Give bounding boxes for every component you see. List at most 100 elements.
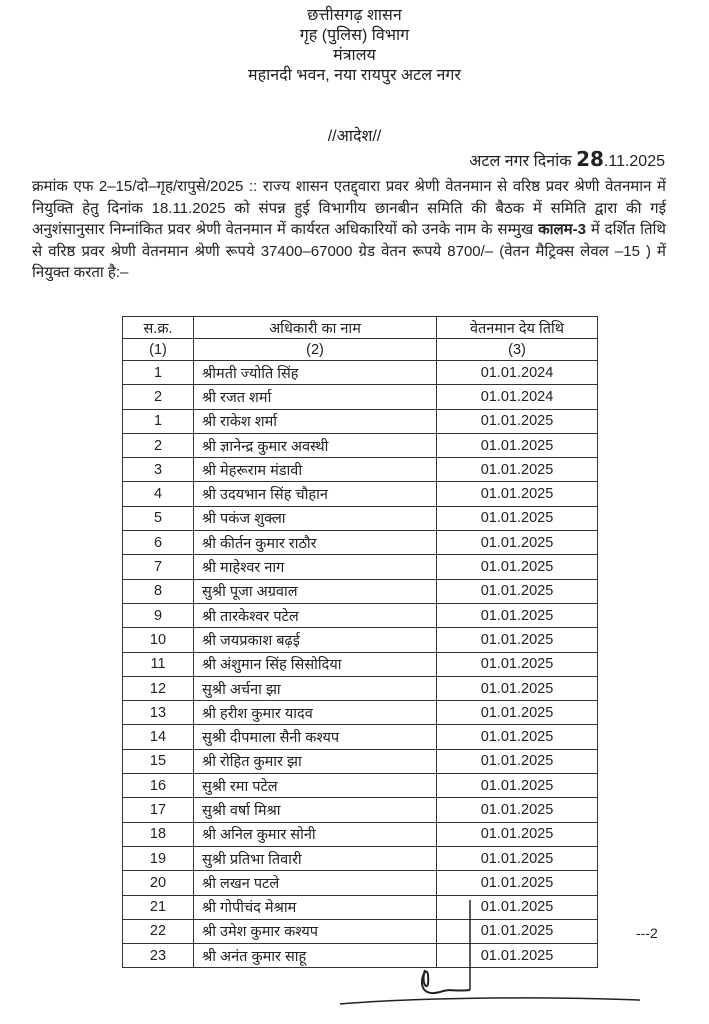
officer-name-cell: श्री जयप्रकाश बढ़ई	[193, 627, 437, 653]
table-row: 18 श्री अनिल कुमार सोनी 01.01.2025	[122, 821, 598, 847]
officer-name-cell: श्री गोपीचंद मेश्राम	[193, 894, 437, 920]
officer-name-cell: श्री पकंज शुक्ला	[193, 505, 437, 532]
date-prefix: अटल नगर दिनांक	[469, 153, 572, 170]
table-row: 15 श्री रोहित कुमार झा 01.01.2025	[122, 748, 598, 775]
pay-date-cell: 01.01.2025	[436, 870, 598, 896]
pay-date-cell: 01.01.2025	[436, 797, 598, 823]
pay-date-cell: 01.01.2025	[436, 554, 598, 580]
table-row: 14 सुश्री दीपमाला सैनी कश्यप 01.01.2025	[122, 724, 598, 750]
table-subheader-row: (1) (2) (3)	[122, 338, 598, 361]
subheader-1: (1)	[122, 338, 194, 361]
table-row: 13 श्री हरीश कुमार यादव 01.01.2025	[122, 700, 598, 726]
serial-number-cell: 1	[122, 359, 194, 386]
pay-date-cell: 01.01.2025	[436, 773, 598, 799]
pay-date-cell: 01.01.2025	[436, 845, 598, 872]
paragraph-text-end: में दर्शित तिथि से वरिष्ठ प्रवर श्रेणी व…	[32, 221, 666, 282]
serial-number-cell: 15	[122, 748, 194, 775]
officer-name-cell: श्री हरीश कुमार यादव	[193, 700, 437, 726]
table-row: 19 सुश्री प्रतिभा तिवारी 01.01.2025	[122, 845, 598, 872]
pay-date-cell: 01.01.2025	[436, 530, 598, 556]
officer-name-cell: श्री रजत शर्मा	[193, 384, 437, 410]
table-row: 16 सुश्री रमा पटेल 01.01.2025	[122, 773, 598, 799]
table-row: 20 श्री लखन पटले 01.01.2025	[122, 870, 598, 896]
pay-date-cell: 01.01.2025	[436, 505, 598, 532]
officer-name-cell: श्री अनंत कुमार साहू	[193, 943, 437, 969]
serial-number-cell: 19	[122, 845, 194, 872]
officer-name-cell: सुश्री प्रतिभा तिवारी	[193, 845, 437, 872]
table-row: 17 सुश्री वर्षा मिश्रा 01.01.2025	[122, 797, 598, 823]
table-row: 9 श्री तारकेश्वर पटेल 01.01.2025	[122, 602, 598, 629]
address: महानदी भवन, नया रायपुर अटल नगर	[248, 67, 461, 84]
serial-number-cell: 18	[122, 821, 194, 847]
table-row: 2 श्री रजत शर्मा 01.01.2024	[122, 384, 598, 410]
order-title: //आदेश//	[327, 128, 382, 145]
officer-name-cell: श्री अनिल कुमार सोनी	[193, 821, 437, 847]
officer-name-cell: सुश्री रमा पटेल	[193, 773, 437, 799]
table-row: 23 श्री अनंत कुमार साहू 01.01.2025	[122, 943, 598, 969]
serial-number-cell: 23	[122, 943, 194, 969]
table-row: 12 सुश्री अर्चना झा 01.01.2025	[122, 675, 598, 702]
table-row: 5 श्री पकंज शुक्ला 01.01.2025	[122, 505, 598, 532]
pay-date-cell: 01.01.2025	[436, 700, 598, 726]
table-row: 10 श्री जयप्रकाश बढ़ई 01.01.2025	[122, 627, 598, 653]
subheader-3: (3)	[436, 338, 598, 361]
pay-date-cell: 01.01.2025	[436, 457, 598, 483]
officer-name-cell: श्री तारकेश्वर पटेल	[193, 602, 437, 629]
officer-name-cell: श्री माहेश्वर नाग	[193, 554, 437, 580]
table-row: 8 सुश्री पूजा अग्रवाल 01.01.2025	[122, 578, 598, 604]
pay-date-cell: 01.01.2025	[436, 651, 598, 677]
pay-date-cell: 01.01.2025	[436, 408, 598, 434]
pay-date-cell: 01.01.2024	[436, 359, 598, 386]
letterhead: छत्तीसगढ़ शासन गृह (पुलिस) विभाग मंत्राल…	[0, 6, 709, 86]
table-row: 4 श्री उदयभान सिंह चौहान 01.01.2025	[122, 481, 598, 507]
serial-number-cell: 9	[122, 602, 194, 629]
serial-number-cell: 22	[122, 918, 194, 945]
pay-date-cell: 01.01.2025	[436, 821, 598, 847]
officer-name-cell: श्री राकेश शर्मा	[193, 408, 437, 434]
page-continuation: ---2	[636, 925, 658, 941]
serial-number-cell: 21	[122, 894, 194, 920]
table-row: 11 श्री अंशुमान सिंह सिसोदिया 01.01.2025	[122, 651, 598, 677]
serial-number-cell: 1	[122, 408, 194, 434]
table-row: 1 श्री राकेश शर्मा 01.01.2025	[122, 408, 598, 434]
officer-name-cell: श्री ज्ञानेन्द्र कुमार अवस्थी	[193, 432, 437, 459]
ministry-name: मंत्रालय	[333, 47, 376, 64]
department-name: गृह (पुलिस) विभाग	[299, 27, 410, 44]
table-row: 7 श्री माहेश्वर नाग 01.01.2025	[122, 554, 598, 580]
officer-name-cell: श्रीमती ज्योति सिंह	[193, 359, 437, 386]
officer-name-cell: श्री रोहित कुमार झा	[193, 748, 437, 775]
officer-name-cell: सुश्री पूजा अग्रवाल	[193, 578, 437, 604]
paragraph-text: क्रमांक एफ 2–15/दो–गृह/रापुसे/2025 :: रा…	[32, 178, 666, 239]
pay-date-cell: 01.01.2025	[436, 602, 598, 629]
serial-number-cell: 2	[122, 384, 194, 410]
pay-date-cell: 01.01.2025	[436, 675, 598, 702]
serial-number-cell: 12	[122, 675, 194, 702]
officer-name-cell: श्री कीर्तन कुमार राठौर	[193, 530, 437, 556]
date-rest: .11.2025	[603, 153, 665, 170]
date-line: अटल नगर दिनांक 28.11.2025	[469, 147, 665, 171]
serial-number-cell: 3	[122, 457, 194, 483]
officer-name-cell: श्री अंशुमान सिंह सिसोदिया	[193, 651, 437, 677]
order-paragraph: क्रमांक एफ 2–15/दो–गृह/रापुसे/2025 :: रा…	[32, 176, 666, 284]
table-header-row: स.क्र. अधिकारी का नाम वेतनमान देय तिथि	[122, 316, 598, 339]
officer-name-cell: श्री उमेश कुमार कश्यप	[193, 918, 437, 945]
serial-number-cell: 16	[122, 773, 194, 799]
officer-name-cell: श्री लखन पटले	[193, 870, 437, 896]
serial-number-cell: 13	[122, 700, 194, 726]
pay-date-cell: 01.01.2025	[436, 481, 598, 507]
officer-name-cell: श्री उदयभान सिंह चौहान	[193, 481, 437, 507]
officer-name-cell: सुश्री अर्चना झा	[193, 675, 437, 702]
serial-number-cell: 11	[122, 651, 194, 677]
officer-name-cell: सुश्री वर्षा मिश्रा	[193, 797, 437, 823]
table-row: 6 श्री कीर्तन कुमार राठौर 01.01.2025	[122, 530, 598, 556]
pay-date-cell: 01.01.2025	[436, 724, 598, 750]
header-officer-name: अधिकारी का नाम	[193, 316, 437, 339]
header-serial: स.क्र.	[122, 316, 194, 339]
pay-date-cell: 01.01.2024	[436, 384, 598, 410]
serial-number-cell: 4	[122, 481, 194, 507]
handwritten-day: 28	[576, 147, 604, 171]
header-pay-date: वेतनमान देय तिथि	[436, 316, 598, 339]
table-row: 1 श्रीमती ज्योति सिंह 01.01.2024	[122, 359, 598, 386]
signature	[339, 900, 641, 1005]
serial-number-cell: 7	[122, 554, 194, 580]
